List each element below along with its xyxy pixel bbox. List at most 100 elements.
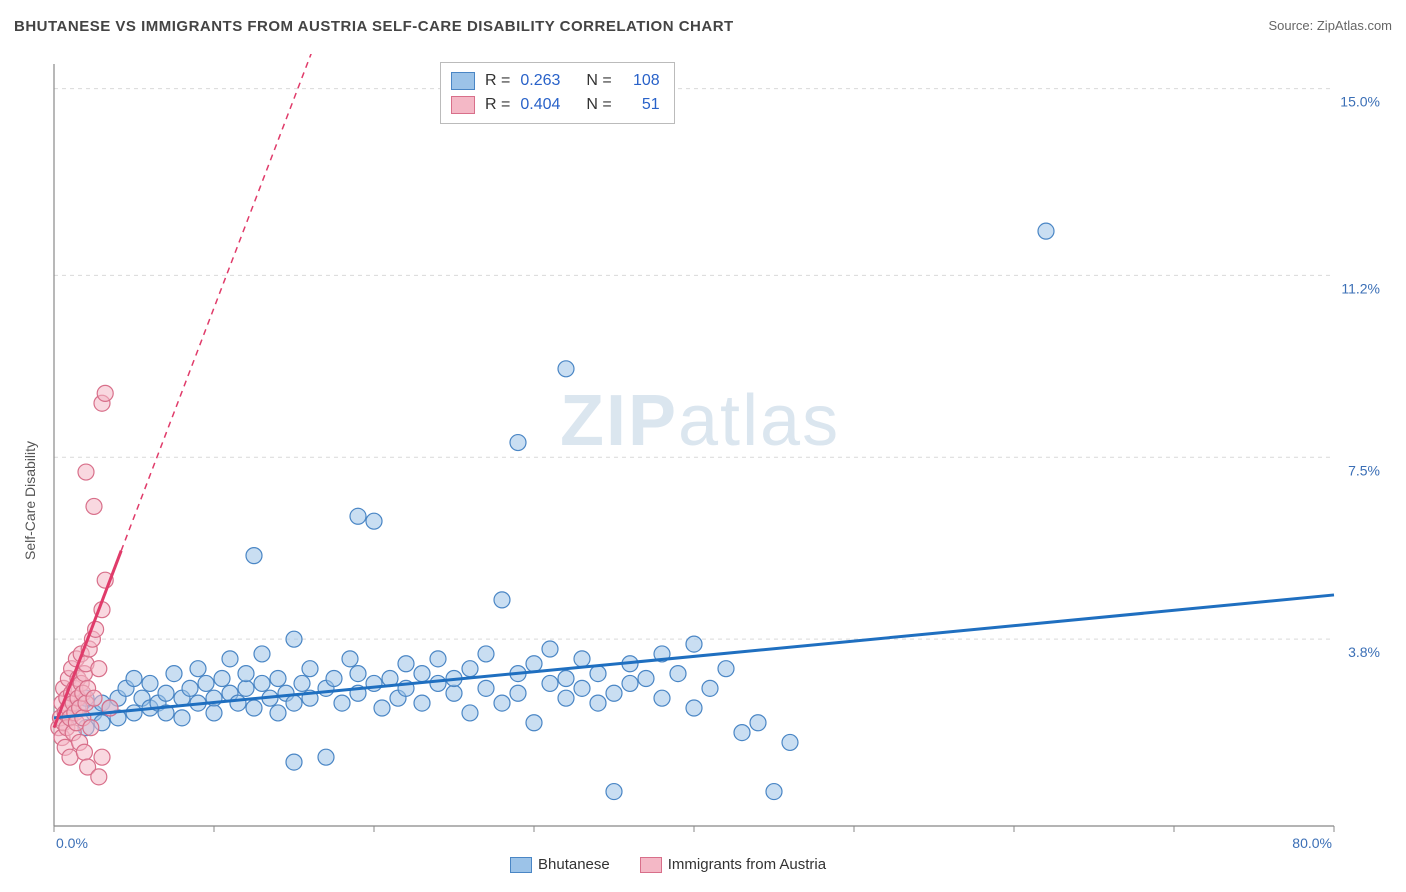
data-point: [94, 749, 110, 765]
data-point: [782, 734, 798, 750]
r-value: 0.404: [520, 96, 576, 114]
data-point: [294, 675, 310, 691]
data-point: [78, 464, 94, 480]
data-point: [622, 675, 638, 691]
data-point: [462, 661, 478, 677]
stats-legend: R = 0.263 N = 108 R = 0.404 N = 51: [440, 62, 675, 124]
data-point: [478, 646, 494, 662]
data-point: [254, 675, 270, 691]
data-point: [462, 705, 478, 721]
data-point: [446, 685, 462, 701]
series-legend: Bhutanese Immigrants from Austria: [510, 856, 826, 873]
data-point: [766, 784, 782, 800]
data-point: [558, 690, 574, 706]
data-point: [86, 498, 102, 514]
data-point: [62, 749, 78, 765]
data-point: [414, 695, 430, 711]
data-point: [414, 666, 430, 682]
data-point: [558, 671, 574, 687]
data-point: [246, 700, 262, 716]
data-point: [574, 680, 590, 696]
data-point: [350, 666, 366, 682]
data-point: [686, 636, 702, 652]
n-label: N =: [586, 72, 611, 90]
data-point: [718, 661, 734, 677]
data-point: [606, 784, 622, 800]
n-value: 51: [622, 96, 660, 114]
data-point: [246, 548, 262, 564]
y-tick-label: 7.5%: [1348, 462, 1380, 478]
data-point: [126, 671, 142, 687]
data-point: [318, 749, 334, 765]
x-axis-label: 80.0%: [1292, 835, 1332, 851]
data-point: [526, 656, 542, 672]
trend-line: [54, 595, 1334, 718]
legend-swatch: [451, 96, 475, 114]
data-point: [366, 513, 382, 529]
data-point: [398, 656, 414, 672]
data-point: [91, 661, 107, 677]
y-axis-label: Self-Care Disability: [22, 441, 38, 560]
data-point: [158, 685, 174, 701]
y-tick-label: 15.0%: [1340, 94, 1380, 110]
legend-item: Immigrants from Austria: [640, 856, 826, 873]
data-point: [510, 435, 526, 451]
data-point: [1038, 223, 1054, 239]
source-label: Source: ZipAtlas.com: [1268, 18, 1392, 33]
data-point: [430, 675, 446, 691]
data-point: [606, 685, 622, 701]
data-point: [254, 646, 270, 662]
x-axis-label: 0.0%: [56, 835, 88, 851]
data-point: [182, 680, 198, 696]
data-point: [350, 508, 366, 524]
r-label: R =: [485, 96, 510, 114]
data-point: [214, 671, 230, 687]
data-point: [198, 675, 214, 691]
data-point: [494, 695, 510, 711]
r-label: R =: [485, 72, 510, 90]
data-point: [83, 720, 99, 736]
data-point: [494, 592, 510, 608]
data-point: [542, 675, 558, 691]
data-point: [334, 695, 350, 711]
data-point: [526, 715, 542, 731]
data-point: [174, 710, 190, 726]
data-point: [542, 641, 558, 657]
data-point: [238, 680, 254, 696]
data-point: [478, 680, 494, 696]
r-value: 0.263: [520, 72, 576, 90]
n-label: N =: [586, 96, 611, 114]
data-point: [670, 666, 686, 682]
data-point: [510, 685, 526, 701]
legend-swatch: [510, 857, 532, 873]
data-point: [270, 671, 286, 687]
legend-label: Bhutanese: [538, 856, 610, 873]
data-point: [430, 651, 446, 667]
data-point: [142, 675, 158, 691]
data-point: [654, 690, 670, 706]
chart-title: BHUTANESE VS IMMIGRANTS FROM AUSTRIA SEL…: [14, 18, 734, 35]
data-point: [302, 661, 318, 677]
data-point: [86, 690, 102, 706]
data-point: [374, 700, 390, 716]
data-point: [558, 361, 574, 377]
data-point: [126, 705, 142, 721]
data-point: [702, 680, 718, 696]
data-point: [91, 769, 107, 785]
data-point: [166, 666, 182, 682]
n-value: 108: [622, 72, 660, 90]
data-point: [638, 671, 654, 687]
legend-label: Immigrants from Austria: [668, 856, 826, 873]
data-point: [286, 631, 302, 647]
legend-item: Bhutanese: [510, 856, 610, 873]
data-point: [238, 666, 254, 682]
data-point: [97, 385, 113, 401]
data-point: [76, 744, 92, 760]
data-point: [686, 700, 702, 716]
data-point: [326, 671, 342, 687]
legend-swatch: [640, 857, 662, 873]
data-point: [750, 715, 766, 731]
stats-legend-row: R = 0.404 N = 51: [451, 93, 660, 117]
data-point: [286, 695, 302, 711]
data-point: [286, 754, 302, 770]
